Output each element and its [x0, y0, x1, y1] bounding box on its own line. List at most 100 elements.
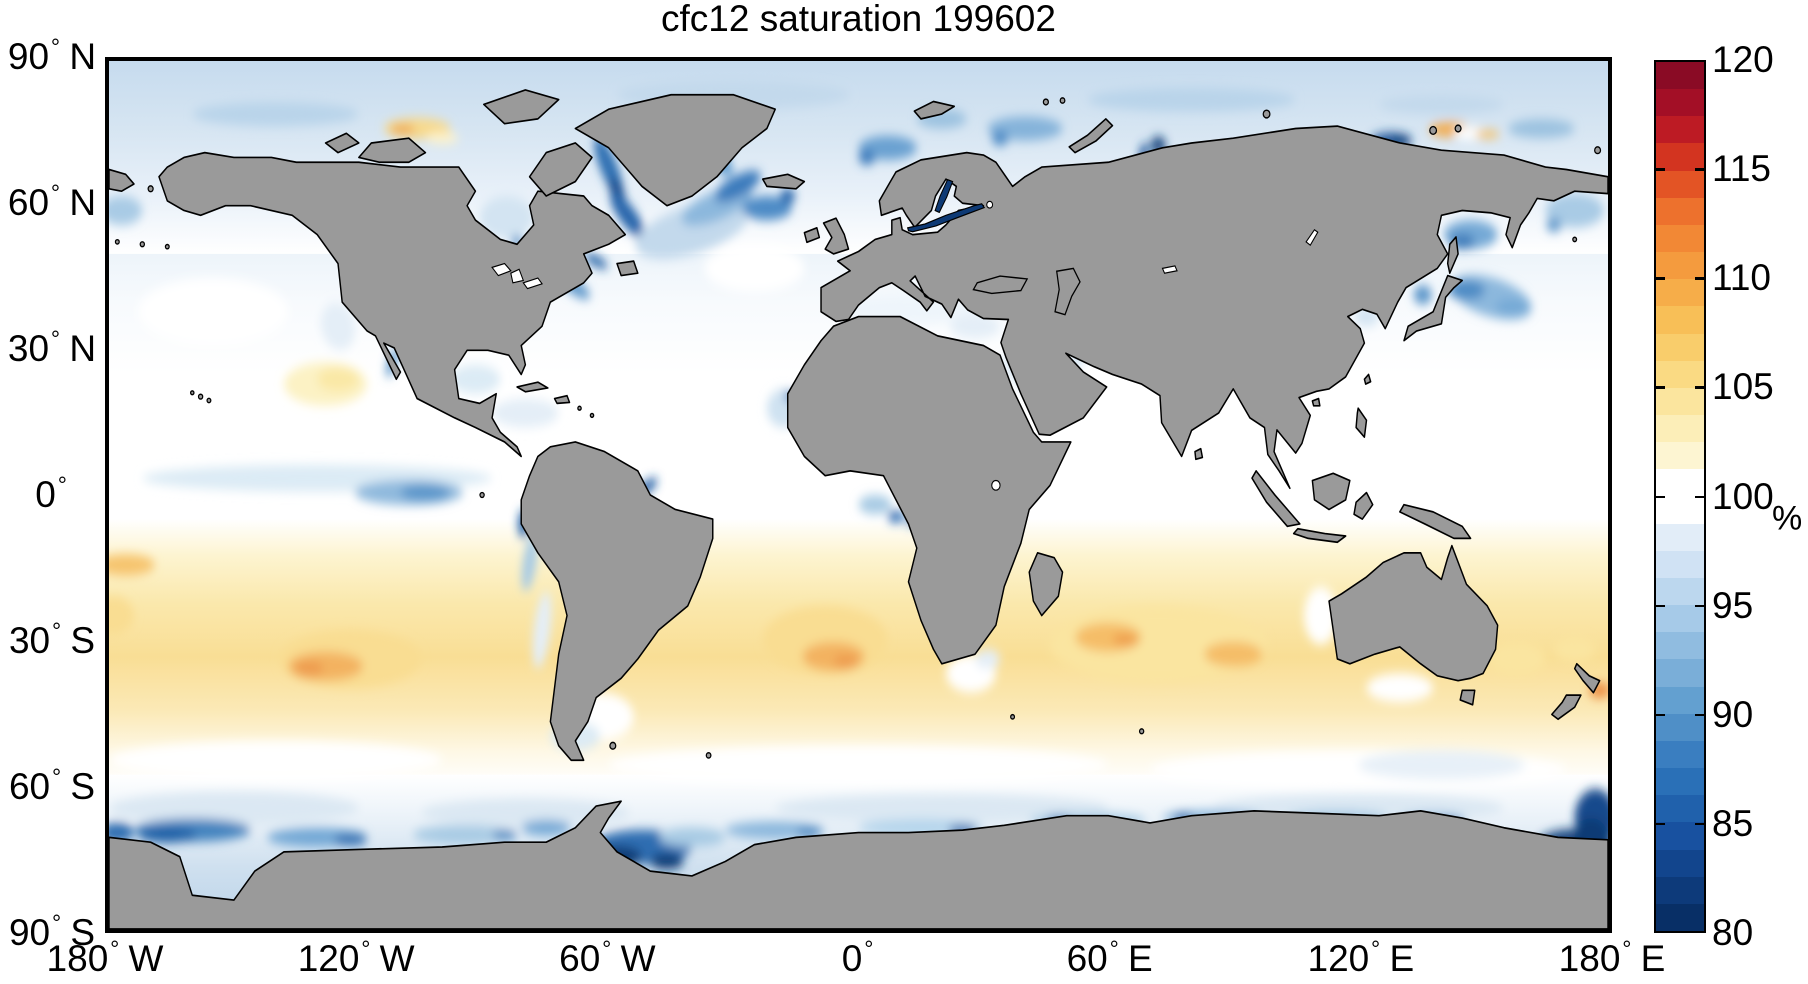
colorbar-tick-mark [1695, 604, 1704, 608]
colorbar-tick-mark [1695, 713, 1704, 717]
colorbar-segment [1656, 360, 1704, 388]
sakhalin [1446, 236, 1459, 275]
victoria-island [358, 137, 427, 164]
water-overlays [491, 178, 1319, 491]
newfoundland [616, 260, 639, 277]
colorbar-unit-label: % [1772, 499, 1803, 538]
borneo [1311, 472, 1351, 511]
lake-balkhash [1161, 265, 1178, 274]
chukotka-west-wrap [109, 168, 135, 193]
colorbar-segment [1656, 523, 1704, 551]
colorbar-tick-label: 95 [1712, 584, 1754, 626]
cuba [516, 381, 549, 393]
colorbar-tick-label: 110 [1712, 257, 1771, 299]
x-tick-label: 60° W [559, 935, 656, 979]
x-tick-label: 120° W [297, 935, 415, 979]
baltic-sea [906, 203, 986, 233]
chart-title: cfc12 saturation 199602 [661, 0, 1056, 39]
sumatra [1251, 470, 1301, 528]
y-tick-label: 30° S [8, 617, 96, 661]
colorbar-segment [1656, 387, 1704, 416]
lake-baikal [1305, 228, 1319, 247]
taiwan [1363, 373, 1372, 385]
new-zealand-north [1573, 662, 1601, 694]
ireland [803, 227, 821, 244]
colorbar-tick-label: 100 [1712, 475, 1774, 517]
colorbar-segment [1656, 442, 1704, 470]
svalbard [913, 100, 955, 120]
colorbar-segment [1656, 686, 1704, 714]
colorbar-segment [1656, 143, 1704, 171]
colorbar-tick-mark [1656, 713, 1665, 717]
colorbar-segment [1656, 795, 1704, 823]
colorbar-segment [1656, 415, 1704, 443]
banks-island [324, 132, 360, 154]
colorbar-segment [1656, 903, 1704, 931]
x-tick-label: 0° [841, 935, 874, 979]
colorbar-segment [1656, 713, 1704, 741]
colorbar-segment [1656, 849, 1704, 877]
japan [1403, 274, 1463, 342]
madagascar [1028, 552, 1064, 617]
x-tick-label: 120° E [1307, 935, 1415, 979]
colorbar-tick-mark [1695, 822, 1704, 826]
colorbar-tick-label: 115 [1712, 148, 1771, 190]
colorbar-tick-mark [1695, 495, 1704, 498]
colorbar [1654, 60, 1706, 933]
colorbar-segment [1656, 333, 1704, 361]
hainan [1311, 397, 1321, 407]
colorbar-segment [1656, 496, 1704, 524]
colorbar-segment [1656, 89, 1704, 117]
colorbar-segment [1656, 224, 1704, 253]
eurasia [820, 125, 1608, 490]
lake-superior [491, 262, 512, 277]
colorbar-segment [1656, 605, 1704, 633]
new-zealand-south [1551, 694, 1582, 721]
colorbar-segment [1656, 632, 1704, 660]
australia [1328, 544, 1499, 682]
sri-lanka [1194, 447, 1204, 461]
colorbar-tick-mark [1656, 277, 1665, 280]
y-tick-label: 0° [35, 471, 67, 515]
lake-ladoga [986, 200, 994, 209]
colorbar-segment [1656, 279, 1704, 307]
colorbar-segment [1656, 197, 1704, 225]
x-tick-label: 180° W [46, 935, 164, 979]
colorbar-tick-label: 105 [1712, 366, 1774, 408]
lake-erie-ontario [522, 277, 543, 290]
small-islands [114, 97, 1602, 759]
south-america [520, 441, 714, 762]
great-britain [822, 217, 850, 255]
iceland [762, 173, 806, 190]
new-guinea [1399, 503, 1472, 540]
colorbar-segment [1656, 170, 1704, 198]
caspian-sea [1054, 267, 1081, 316]
colorbar-segment [1656, 768, 1704, 796]
colorbar-tick-mark [1656, 386, 1665, 389]
colorbar-tick-mark [1695, 168, 1704, 171]
colorbar-tick-label: 85 [1712, 802, 1754, 844]
colorbar-tick-label: 80 [1712, 912, 1754, 953]
colorbar-segment [1656, 252, 1704, 280]
java [1292, 527, 1347, 544]
lake-victoria [991, 479, 1001, 491]
y-tick-label: 90° S [8, 909, 96, 953]
colorbar-tick-label: 120 [1712, 39, 1774, 80]
greenland [574, 93, 776, 207]
y-tick-label: 60° S [8, 763, 96, 807]
colorbar-segment [1656, 550, 1704, 578]
africa [786, 315, 1072, 665]
y-tick-label: 60° N [7, 179, 97, 223]
lake-huron-michigan [510, 268, 525, 284]
colorbar-tick-mark [1656, 168, 1665, 171]
ellesmere-island [483, 89, 560, 125]
colorbar-segment [1656, 876, 1704, 904]
colorbar-segment [1656, 469, 1704, 497]
colorbar-segment [1656, 116, 1704, 144]
colorbar-segment [1656, 822, 1704, 850]
hispaniola [553, 394, 571, 405]
baffin-island [528, 142, 593, 197]
colorbar-segment [1656, 306, 1704, 334]
colorbar-segment [1656, 577, 1704, 606]
